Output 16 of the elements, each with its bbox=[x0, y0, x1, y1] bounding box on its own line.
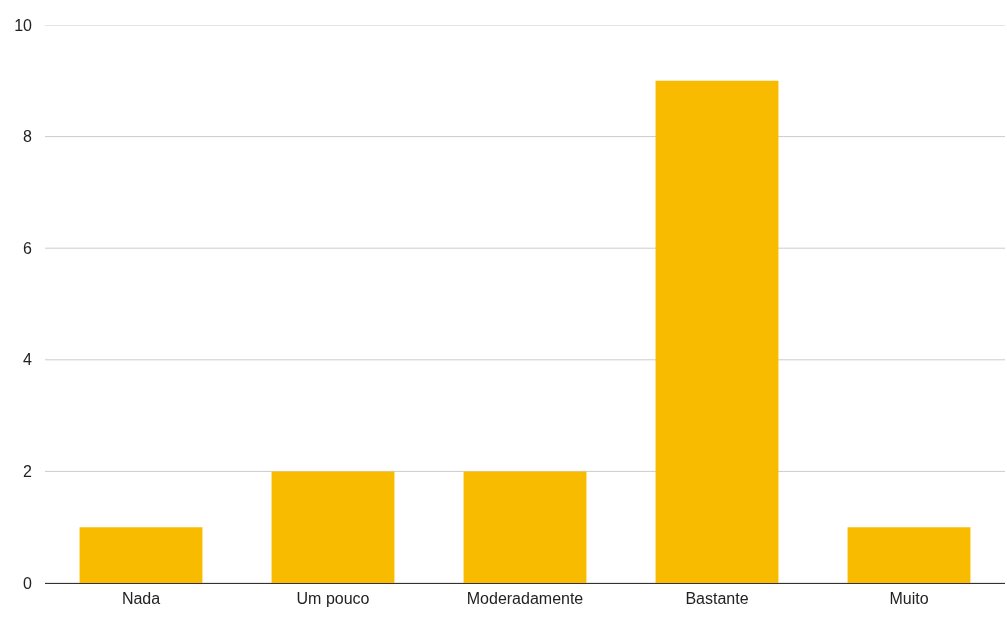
y-tick-label: 0 bbox=[23, 574, 33, 592]
y-tick-label: 8 bbox=[23, 128, 33, 146]
y-tick-label: 10 bbox=[14, 16, 33, 34]
y-tick-label: 6 bbox=[23, 239, 33, 257]
bar bbox=[271, 471, 395, 583]
x-tick-label: Nada bbox=[121, 589, 161, 607]
x-tick-label: Bastante bbox=[685, 589, 749, 607]
y-tick-label: 2 bbox=[23, 463, 33, 480]
y-tick-label: 4 bbox=[23, 351, 33, 369]
bar bbox=[463, 471, 587, 583]
x-tick-label: Muito bbox=[889, 589, 929, 607]
x-tick-label: Moderadamente bbox=[466, 589, 584, 607]
bar bbox=[847, 527, 971, 583]
x-tick-label: Um pouco bbox=[296, 589, 370, 607]
bar bbox=[655, 80, 779, 583]
bar bbox=[79, 527, 203, 583]
